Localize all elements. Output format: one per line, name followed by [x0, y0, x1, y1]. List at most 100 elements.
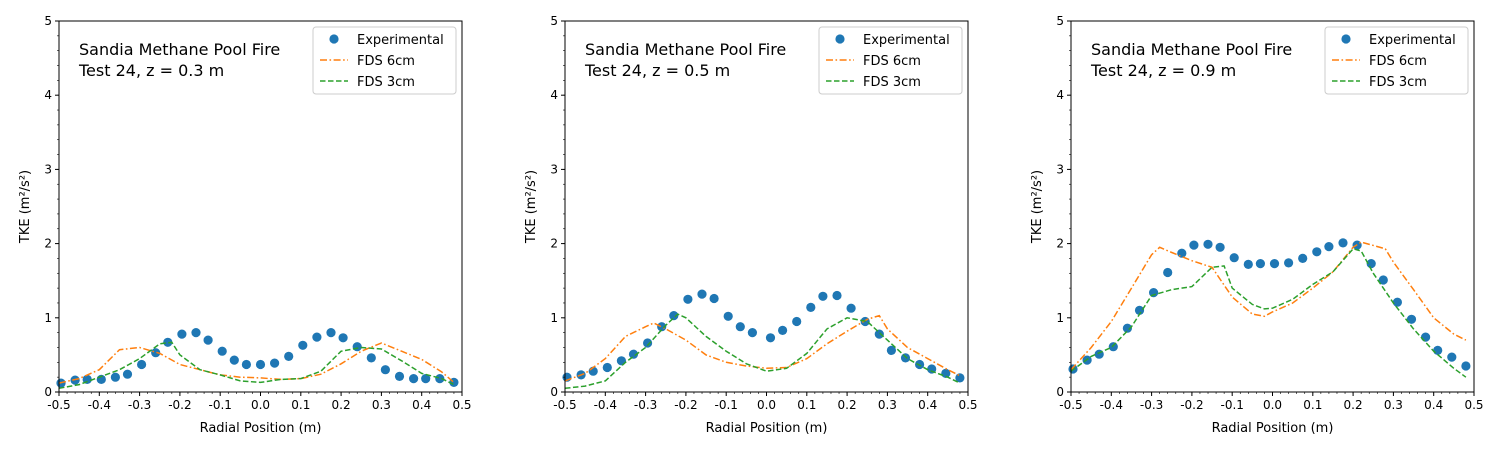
x-tick-label: -0.5 — [553, 398, 576, 412]
y-tick-label: 5 — [550, 14, 558, 28]
y-tick-label: 4 — [1056, 88, 1064, 102]
x-tick-label: 0.0 — [251, 398, 270, 412]
experimental-point — [1312, 247, 1322, 257]
chart-panel-1: -0.5 -0.4 -0.3 -0.2 -0.1 0.0 0.1 0.2 0.3 0.4 0.5 0 1… — [18, 14, 472, 436]
experimental-point — [1298, 253, 1308, 263]
experimental-point — [1366, 259, 1376, 269]
x-tick-label: 0.1 — [797, 398, 816, 412]
experimental-point — [1177, 248, 1187, 258]
legend: Experimental FDS 6cm FDS 3cm — [818, 26, 963, 95]
x-tick-label: -0.4 — [88, 398, 111, 412]
series-fds-6cm — [1070, 241, 1467, 371]
experimental-point — [735, 322, 745, 332]
experimental-point — [1163, 267, 1173, 278]
y-axis-label: TKE (m²/s²) — [18, 170, 33, 244]
y-tick-label: 5 — [1056, 14, 1064, 28]
experimental-point — [765, 333, 776, 343]
chart-annotation-line: Sandia Methane Pool Fire — [585, 40, 786, 59]
legend-label: FDS 6cm — [1369, 54, 1427, 69]
x-tick-label: -0.2 — [168, 398, 191, 412]
experimental-point — [1392, 297, 1402, 307]
x-tick-label: -0.2 — [1180, 398, 1203, 412]
y-tick-label: 3 — [1056, 162, 1064, 176]
experimental-point — [338, 333, 348, 343]
experimental-point — [137, 359, 147, 370]
legend-label: Experimental — [1369, 33, 1456, 48]
experimental-point — [874, 329, 884, 339]
x-tick-label: -0.3 — [1140, 398, 1163, 412]
experimental-point — [352, 342, 362, 352]
experimental-point — [747, 328, 758, 338]
legend-box — [1324, 26, 1469, 95]
series-fds-3cm — [564, 313, 961, 390]
x-tick-label: 0.4 — [918, 398, 937, 412]
legend-label: Experimental — [863, 33, 950, 48]
experimental-point — [312, 332, 322, 342]
y-tick-label: 2 — [1056, 237, 1064, 251]
experimental-point — [298, 340, 308, 350]
experimental-point — [669, 311, 679, 321]
chart-panel-3: -0.5 -0.4 -0.3 -0.2 -0.1 0.0 0.1 0.2 0.3 0.4 0.5 0 1… — [1030, 14, 1484, 436]
series-line — [58, 341, 455, 390]
experimental-point — [394, 371, 405, 381]
experimental-point — [163, 337, 173, 347]
x-tick-label: -0.1 — [208, 398, 231, 412]
experimental-point — [697, 289, 707, 299]
experimental-point — [683, 294, 693, 304]
experimental-point — [818, 291, 828, 301]
legend-label: FDS 6cm — [863, 54, 921, 69]
x-tick-label: 0.5 — [958, 398, 977, 412]
x-tick-label: 0.2 — [838, 398, 857, 412]
x-tick-label: -0.1 — [1220, 398, 1243, 412]
experimental-point — [1269, 259, 1280, 269]
legend-label: FDS 3cm — [357, 75, 415, 90]
chart-panel-2: -0.5 -0.4 -0.3 -0.2 -0.1 0.0 0.1 0.2 0.3 0.4 0.5 0 1… — [524, 14, 978, 436]
x-tick-label: -0.4 — [594, 398, 617, 412]
experimental-point — [643, 338, 653, 348]
experimental-point — [177, 329, 187, 339]
legend-box — [312, 26, 457, 95]
experimental-point — [1338, 238, 1348, 248]
experimental-point — [846, 303, 856, 313]
experimental-point — [1243, 259, 1253, 269]
experimental-point — [832, 290, 842, 301]
x-tick-label: -0.2 — [674, 398, 697, 412]
experimental-point — [1433, 345, 1443, 355]
y-tick-label: 0 — [44, 385, 52, 399]
experimental-point — [241, 359, 251, 370]
experimental-point — [122, 369, 133, 379]
legend: Experimental FDS 6cm FDS 3cm — [312, 26, 457, 95]
series-line — [564, 314, 961, 382]
legend-box — [818, 26, 963, 95]
x-tick-label: -0.3 — [128, 398, 151, 412]
x-tick-label: -0.3 — [634, 398, 657, 412]
x-tick-label: 0.4 — [412, 398, 431, 412]
experimental-point — [151, 348, 161, 358]
experimental-point — [1255, 259, 1265, 269]
experimental-point — [1378, 275, 1388, 285]
chart-annotation-line: Sandia Methane Pool Fire — [1091, 40, 1292, 59]
x-axis-label: Radial Position (m) — [200, 421, 322, 436]
chart-annotation-line: Test 24, z = 0.9 m — [1090, 61, 1236, 80]
legend: Experimental FDS 6cm FDS 3cm — [1324, 26, 1469, 95]
experimental-point — [217, 346, 227, 356]
experimental-point — [628, 349, 639, 359]
x-tick-label: -0.5 — [1059, 398, 1082, 412]
series-line — [1070, 241, 1467, 371]
experimental-point — [326, 328, 336, 338]
series-line — [58, 342, 455, 384]
experimental-point — [1324, 242, 1334, 252]
experimental-point — [778, 325, 788, 335]
x-tick-label: -0.1 — [714, 398, 737, 412]
y-tick-label: 5 — [44, 14, 52, 28]
legend-label: FDS 6cm — [357, 54, 415, 69]
x-tick-label: 0.0 — [757, 398, 776, 412]
experimental-point — [1406, 314, 1417, 324]
series-line — [564, 313, 961, 390]
experimental-point — [792, 316, 802, 327]
experimental-point — [255, 359, 266, 370]
experimental-point — [284, 351, 294, 361]
experimental-point — [709, 293, 719, 304]
chart-annotation-line: Test 24, z = 0.3 m — [78, 61, 224, 80]
